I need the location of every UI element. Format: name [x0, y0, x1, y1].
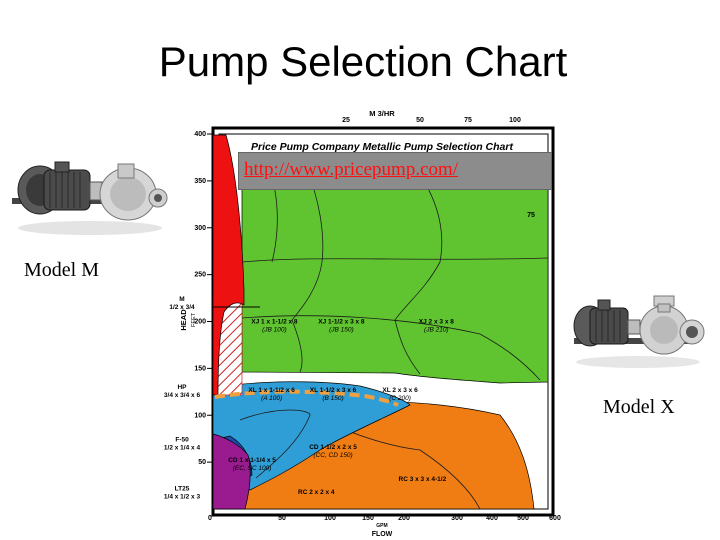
- slide-title: Pump Selection Chart: [158, 38, 568, 85]
- model-label: 1/2 x 3/4: [169, 304, 195, 311]
- region-label: XL 2 x 3 x 6: [382, 387, 418, 394]
- url-banner: [238, 152, 552, 190]
- model-label: 3/4 x 3/4 x 6: [164, 392, 201, 399]
- x-tick-label: 200: [398, 515, 410, 522]
- x-tick-label: 600: [549, 515, 561, 522]
- y-tick-label: 250: [194, 272, 206, 279]
- region-label: XL 1 x 1-1/2 x 6: [248, 387, 295, 394]
- top-tick-label: 50: [416, 117, 424, 124]
- y-axis-title: HEAD FEET: [179, 309, 197, 331]
- y-axis-unit: FEET: [191, 312, 197, 327]
- region-label: (A 100): [261, 395, 282, 402]
- model-x-caption: Model X: [603, 396, 675, 418]
- chart-title: Price Pump Company Metallic Pump Selecti…: [251, 141, 513, 153]
- y-tick-label: 400: [194, 131, 206, 138]
- top-tick-label: 25: [342, 117, 350, 124]
- x-axis-label: FLOW: [372, 531, 393, 538]
- region-label: XJ 2 x 3 x 8: [419, 318, 454, 325]
- blue-divider-line: [239, 409, 311, 479]
- red-region-m: [212, 134, 245, 396]
- y-axis-label: HEAD: [179, 309, 188, 331]
- x-tick-label: 0: [208, 515, 212, 522]
- y-tick-label: 350: [194, 178, 206, 185]
- model-m-pump-image: [12, 161, 168, 235]
- y-tick-label: 50: [198, 459, 206, 466]
- x-tick-label: 50: [278, 515, 286, 522]
- x-tick-label: 300: [451, 515, 463, 522]
- model-label: HP: [177, 384, 187, 391]
- top-tick-label: 100: [509, 117, 521, 124]
- dashed-boundary-line: [214, 389, 399, 407]
- x-axis-unit: GPM: [376, 523, 387, 529]
- region-label: XJ 1 x 1-1/2 x 8: [251, 318, 298, 325]
- region-label: (JB 100): [262, 326, 287, 333]
- y-tick-label: 100: [194, 412, 206, 419]
- y-tick-label: 150: [194, 365, 206, 372]
- model-m-caption: Model M: [24, 259, 99, 281]
- x-tick-label: 100: [324, 515, 336, 522]
- top-axis-label: M 3/HR: [369, 109, 395, 118]
- region-label: RC 2 x 2 x 4: [298, 489, 335, 496]
- price-pump-link[interactable]: http://www.pricepump.com/: [244, 159, 459, 180]
- region-label: RC 3 x 3 x 4-1/2: [399, 476, 447, 483]
- y-tick-label: 300: [194, 225, 206, 232]
- region-label: (EC, SC 100): [233, 465, 272, 472]
- region-label: (B 150): [322, 395, 343, 402]
- region-label: CD 1 x 1-1/4 x 5: [228, 457, 276, 464]
- model-label: 1/4 x 1/2 x 3: [164, 493, 201, 500]
- green-divider-lines: [241, 159, 549, 381]
- model-x-pump-image: [573, 295, 705, 368]
- model-label: 1/2 x 1/4 x 4: [164, 445, 201, 452]
- y-tick-label: 200: [194, 319, 206, 326]
- region-label: XL 1-1/2 x 3 x 6: [310, 387, 357, 394]
- model-label: LT25: [175, 485, 190, 492]
- region-label: (C 200): [389, 395, 411, 402]
- blue-region-cd: [212, 381, 411, 491]
- x-tick-label: 150: [362, 515, 374, 522]
- purple-region-lt25: [212, 433, 251, 510]
- region-label: (CC, CD 150): [313, 452, 352, 459]
- region-label: (JB 150): [329, 326, 354, 333]
- x-tick-label: 400: [486, 515, 498, 522]
- region-label: XJ 1-1/2 x 3 x 8: [318, 318, 365, 325]
- region-label: (JB 210): [424, 326, 449, 333]
- region-label: CD 1-1/2 x 2 x 5: [309, 444, 357, 451]
- model-label: F-50: [175, 437, 189, 444]
- top-tick-label: 75: [464, 117, 472, 124]
- x-tick-label: 500: [517, 515, 529, 522]
- right-tick-label: 75: [527, 212, 535, 219]
- model-label: M: [179, 296, 184, 303]
